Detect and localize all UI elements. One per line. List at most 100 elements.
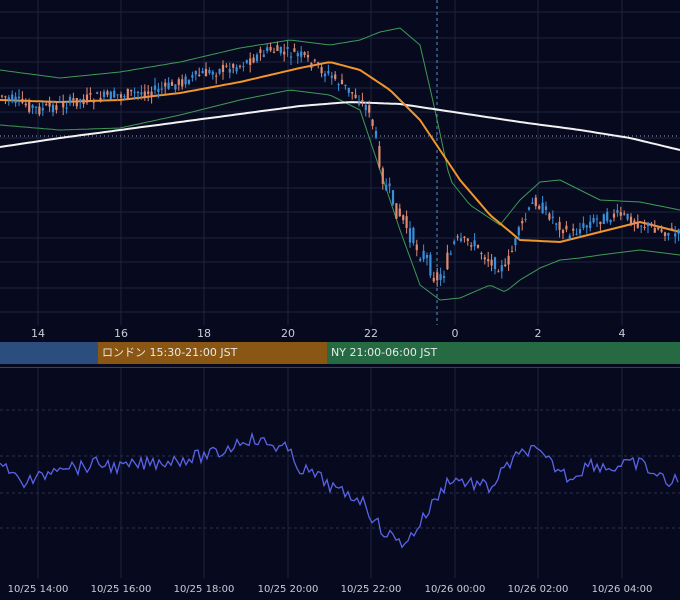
candle-body [415,244,418,251]
candle-body [317,62,320,66]
candle-body [58,101,61,103]
candle-body [89,93,92,95]
candle-body [136,91,140,94]
candle-body [442,276,446,278]
time-tick-bottom: 10/25 20:00 [257,584,319,595]
time-tick-top: 14 [31,327,45,340]
oscillator-chart[interactable] [0,368,680,578]
time-tick-bottom: 10/25 18:00 [173,584,235,595]
candle-body [320,67,323,74]
candle-body [650,223,653,225]
candle-body [507,255,510,265]
candle-body [330,75,333,78]
candle-body [534,197,537,207]
candle-body [55,105,58,110]
candle-body [385,185,388,191]
candle-body [378,146,381,168]
candle-body [194,70,197,75]
candle-body [11,94,14,102]
time-tick-bottom: 10/26 04:00 [591,584,653,595]
candle-body [293,48,296,52]
candle-body [599,221,602,225]
candle-body [119,94,123,98]
price-chart[interactable] [0,0,680,325]
candle-body [92,100,95,103]
market-session-bar: ロンドン 15:30-21:00 JST NY 21:00-06:00 JST [0,342,680,364]
time-tick-top: 18 [197,327,211,340]
candle-body [640,225,643,227]
candle-body [500,265,503,272]
candle-body [245,60,248,63]
candle-body [629,216,633,225]
candle-body [602,214,605,224]
candle-body [361,100,364,101]
candle-body [674,233,677,237]
candle-body [269,47,272,51]
candle-body [459,238,463,242]
session-ny: NY 21:00-06:00 JST [327,342,680,364]
candle-body [276,45,279,51]
candle-body [344,84,347,87]
candle-body [391,190,395,205]
candle-body [619,212,622,216]
time-tick-top: 2 [534,327,542,340]
candle-body [514,238,517,246]
candle-body [109,91,112,100]
candle-body [483,257,486,260]
candle-body [28,102,31,112]
candle-body [252,57,255,63]
candle-body [551,216,554,218]
candle-body [174,84,177,90]
candle-body [289,56,293,58]
candle-body [272,51,276,53]
candle-body [211,71,214,75]
candle-body [123,96,126,98]
candle-body [521,221,524,224]
candle-body [677,229,680,234]
candle-body [412,227,415,243]
candle-body [41,108,44,111]
candle-body [266,47,269,51]
candle-body [609,220,612,223]
candle-body [31,105,34,108]
candle-body [524,219,527,220]
time-tick-top: 20 [281,327,295,340]
candle-body [24,103,27,106]
candle-body [643,227,646,228]
candle-body [623,213,626,215]
candle-body [187,79,191,84]
candle-body [279,47,282,54]
candle-body [198,74,201,76]
candle-body [368,105,371,113]
candle-body [7,97,10,100]
candle-body [663,232,667,236]
candle-body [544,206,548,210]
candle-body [48,102,51,107]
candle-body [453,241,456,244]
candle-body [147,91,150,94]
candle-body [561,230,565,234]
candle-body [0,95,4,97]
candle-body [106,91,109,95]
candle-body [150,91,153,97]
candle-body [572,228,575,231]
pane-divider[interactable] [0,367,680,368]
candle-body [538,206,541,209]
candle-body [585,225,588,228]
time-tick-bottom: 10/25 16:00 [90,584,152,595]
candle-body [425,255,429,258]
candle-body [79,99,82,101]
candle-body [357,102,361,105]
candle-body [595,218,599,220]
candle-body [225,65,228,67]
candle-body [446,252,449,270]
candle-body [126,89,129,99]
candle-body [21,98,24,103]
candle-body [527,207,531,210]
candle-body [201,71,204,74]
candle-body [17,96,21,99]
candle-body [99,97,102,102]
time-axis-bottom: 10/25 14:00 10/25 16:00 10/25 18:00 10/2… [0,580,680,600]
candle-body [238,65,242,67]
candle-body [497,271,500,273]
